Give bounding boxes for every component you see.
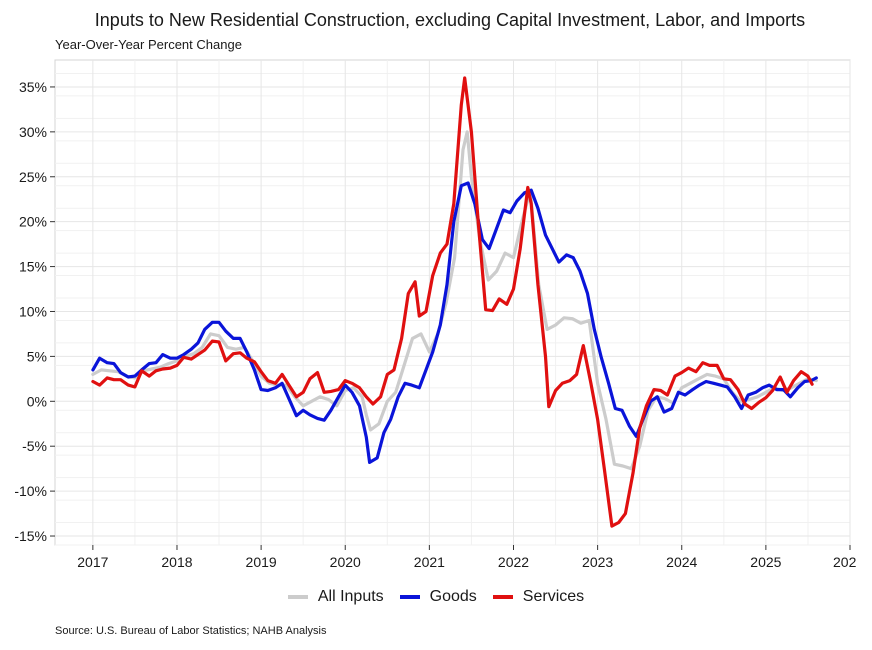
x-tick-label: 2022: [498, 554, 529, 570]
legend: All Inputs Goods Services: [0, 588, 872, 606]
x-tick-label: 2025: [750, 554, 781, 570]
chart-subtitle: Year-Over-Year Percent Change: [55, 37, 242, 52]
x-tick-label: 2019: [246, 554, 277, 570]
x-tick-label: 2020: [330, 554, 361, 570]
legend-label-goods: Goods: [429, 588, 477, 605]
legend-item-goods: Goods: [399, 588, 477, 606]
axes: -15% -10% -5% 0% 5% 10% 15% 20% 25% 30% 35% 2017 201…: [14, 79, 856, 570]
line-chart: -15% -10% -5% 0% 5% 10% 15% 20% 25% 30% 35% 2017 201…: [14, 59, 857, 570]
x-tick-label: 2017: [77, 554, 108, 570]
legend-swatch-goods: [399, 595, 420, 599]
legend-swatch-services: [492, 595, 513, 599]
y-tick-label: 15%: [19, 259, 47, 275]
y-tick-label: 10%: [19, 303, 47, 319]
y-tick-label: 30%: [19, 124, 47, 140]
x-tick-label: 2023: [582, 554, 613, 570]
grid-lines: [55, 60, 851, 546]
legend-label-services: Services: [522, 588, 585, 605]
y-tick-label: 20%: [19, 214, 47, 230]
legend-item-services: Services: [492, 588, 585, 606]
y-tick-label: 35%: [19, 79, 47, 95]
y-tick-label: 5%: [27, 348, 47, 364]
legend-label-all-inputs: All Inputs: [317, 588, 384, 605]
series-line-services: [91, 76, 814, 528]
series-lines: [91, 76, 818, 528]
series-line-goods: [91, 181, 818, 464]
series-line-all-inputs: [91, 130, 818, 471]
chart-title: Inputs to New Residential Construction, …: [94, 10, 806, 30]
y-tick-label: -10%: [14, 483, 47, 499]
legend-swatch-all-inputs: [287, 595, 308, 599]
x-tick-label: 202: [833, 554, 857, 570]
y-tick-label: 0%: [27, 393, 47, 409]
plot-area: [54, 59, 851, 546]
y-tick-label: -15%: [14, 528, 47, 544]
legend-item-all-inputs: All Inputs: [287, 588, 384, 606]
y-tick-label: -5%: [22, 438, 47, 454]
y-tick-label: 25%: [19, 169, 47, 185]
x-tick-label: 2024: [666, 554, 697, 570]
source-note: Source: U.S. Bureau of Labor Statistics;…: [55, 625, 327, 637]
x-tick-label: 2021: [414, 554, 445, 570]
x-tick-label: 2018: [161, 554, 192, 570]
